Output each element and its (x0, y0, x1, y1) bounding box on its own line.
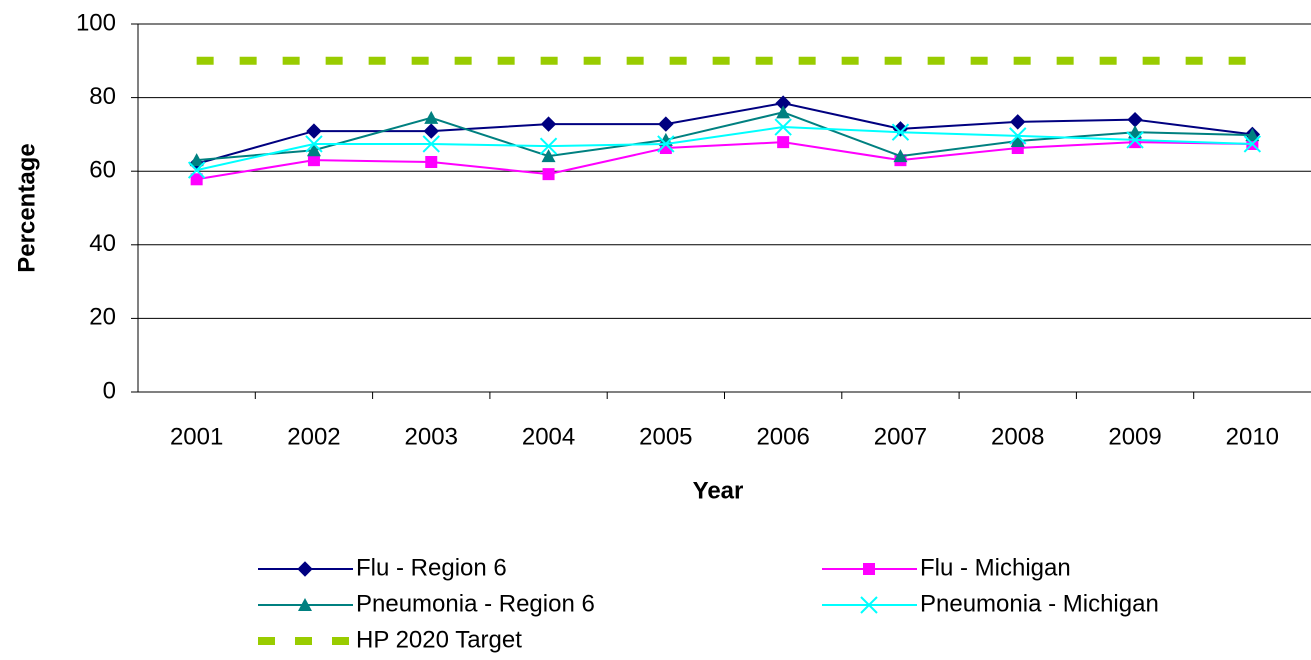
legend-label: Pneumonia - Michigan (920, 590, 1159, 617)
marker (892, 121, 909, 137)
marker (774, 118, 792, 136)
legend-label: Flu - Michigan (920, 554, 1071, 581)
marker (657, 135, 675, 153)
legend-marker (298, 598, 312, 611)
x-axis-label: Year (693, 477, 744, 504)
y-tick-label: 60 (89, 157, 116, 184)
x-tick-label: 2003 (405, 423, 458, 450)
x-tick-label: 2001 (170, 423, 223, 450)
series-line (196, 102, 1253, 165)
marker (424, 110, 439, 124)
marker (423, 123, 439, 139)
legend-marker (297, 561, 313, 577)
x-tick-label: 2002 (287, 423, 340, 450)
marker (891, 123, 910, 141)
marker (422, 135, 440, 153)
marker (1127, 111, 1143, 128)
marker (777, 136, 790, 149)
legend-label: HP 2020 Target (356, 626, 522, 653)
y-tick-label: 80 (89, 83, 116, 110)
marker (1010, 134, 1025, 148)
x-tick-label: 2006 (756, 423, 809, 450)
y-tick-label: 20 (89, 304, 116, 331)
x-tick-label: 2009 (1108, 423, 1161, 450)
marker (1126, 131, 1144, 149)
series-line (196, 126, 1253, 172)
marker (658, 116, 674, 132)
legend-label: Flu - Region 6 (356, 554, 507, 581)
series-line (196, 141, 1253, 181)
marker (541, 149, 556, 163)
marker (893, 149, 908, 163)
marker (539, 137, 558, 155)
marker (542, 168, 555, 181)
marker (1010, 114, 1026, 130)
marker (307, 154, 320, 167)
x-tick-label: 2010 (1226, 423, 1279, 450)
marker (776, 105, 791, 119)
marker (1245, 128, 1260, 142)
marker (1009, 127, 1027, 145)
x-tick-label: 2005 (639, 423, 692, 450)
legend-label: Pneumonia - Region 6 (356, 590, 595, 617)
marker (1243, 135, 1262, 153)
marker (305, 135, 323, 153)
series-line (196, 111, 1253, 162)
x-tick-label: 2007 (874, 423, 927, 450)
y-tick-label: 100 (76, 9, 116, 36)
marker (1128, 125, 1143, 139)
y-tick-label: 0 (103, 377, 116, 404)
legend-marker (860, 596, 878, 614)
marker (540, 116, 557, 132)
marker (425, 156, 438, 168)
marker (306, 123, 322, 139)
marker (306, 143, 321, 157)
legend-marker (863, 563, 875, 575)
marker (190, 173, 203, 186)
marker (189, 153, 204, 167)
marker (187, 161, 206, 179)
y-axis-label: Percentage (13, 143, 40, 272)
y-tick-label: 40 (89, 230, 116, 257)
x-tick-label: 2004 (522, 423, 575, 450)
x-tick-label: 2008 (991, 423, 1044, 450)
